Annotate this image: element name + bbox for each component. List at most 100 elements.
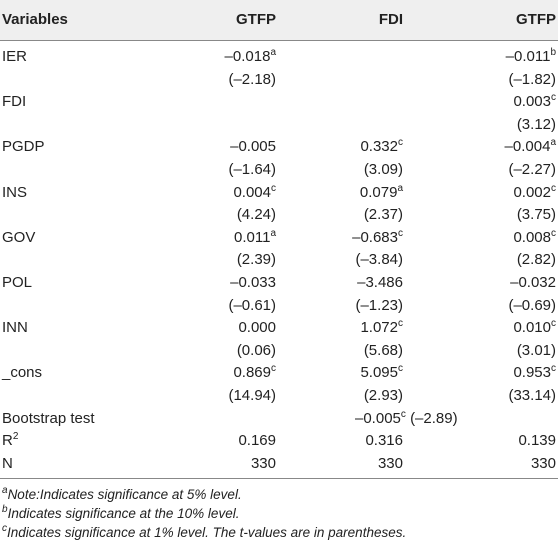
t-value: (2.39)	[236, 251, 276, 269]
t-cell: (14.94)	[228, 386, 276, 406]
row-label-text: N	[2, 454, 13, 472]
t-value: (5.68)	[363, 341, 403, 359]
t-value: (2.82)	[516, 251, 556, 269]
coef-cell: –0.004a	[505, 137, 556, 157]
coef-value: –0.032	[510, 274, 556, 291]
t-value: (3.01)	[516, 341, 556, 359]
row-label: INS	[2, 183, 27, 203]
t-value: (–1.82)	[508, 70, 556, 88]
t-cell: (–1.82)	[508, 70, 556, 90]
significance-mark: c	[400, 408, 406, 420]
note-text: Indicates significance at 1% level. The …	[7, 525, 407, 541]
coef-cell: –0.033	[230, 273, 276, 293]
coef-value: 0.000	[238, 319, 276, 337]
t-value: (2.93)	[363, 387, 403, 404]
significance-mark: c	[551, 227, 556, 239]
t-value: (–2.89)	[410, 409, 458, 427]
t-value: (4.24)	[236, 206, 276, 224]
t-cell: (3.01)	[517, 341, 556, 361]
coef-cell: 1.072c	[360, 318, 403, 338]
table-note: bIndicates significance at the 10% level…	[2, 505, 239, 523]
coef-cell: 0.008c	[513, 228, 556, 248]
header-cell: GTFP	[236, 10, 276, 30]
t-cell: (5.68)	[364, 341, 403, 361]
coef-value: 330	[377, 454, 403, 472]
t-value: (3.12)	[516, 115, 556, 133]
header-text: Variables	[2, 11, 68, 28]
row-label-text: PGDP	[2, 138, 45, 156]
significance-mark: c	[551, 363, 556, 375]
row-label-text: POL	[2, 274, 33, 291]
header-text: GTFP	[516, 11, 556, 28]
row-label-text: FDI	[2, 93, 27, 111]
coef-value: 330	[530, 454, 556, 472]
coef-cell: 0.000	[238, 318, 276, 338]
coef-cell: –0.005	[230, 137, 276, 157]
t-value: (0.06)	[236, 341, 276, 359]
coef-value: 0.953	[513, 364, 551, 382]
coef-cell: 0.079a	[360, 183, 403, 203]
coef-value: –0.018	[224, 48, 271, 65]
row-label-text: INS	[2, 183, 28, 201]
label-superscript: 2	[12, 431, 19, 443]
significance-mark: b	[550, 47, 556, 58]
t-value: (–0.69)	[508, 296, 556, 314]
t-cell: (2.39)	[237, 250, 276, 270]
significance-mark: a	[270, 47, 276, 58]
row-label: IER	[2, 47, 27, 67]
note-text: Note:Indicates significance at 5% level.	[7, 487, 242, 503]
coef-value: 0.169	[238, 432, 276, 450]
t-value: (3.09)	[363, 161, 403, 178]
significance-mark: c	[398, 137, 403, 149]
t-cell: (–1.23)	[355, 296, 403, 316]
row-label-text: INN	[2, 319, 28, 337]
coef-cell: 330	[378, 454, 403, 474]
header-background	[0, 0, 558, 40]
header-text: GTFP	[236, 11, 276, 28]
coef-value: –0.011	[505, 48, 551, 65]
coef-cell: –0.683c	[352, 228, 403, 248]
coef-value: 0.011	[234, 228, 271, 246]
coef-cell: 0.002c	[513, 183, 556, 203]
coef-value: –0.005	[230, 138, 276, 156]
coef-value: –0.004	[504, 138, 551, 156]
t-cell: (–1.64)	[228, 160, 276, 180]
coef-value: 0.139	[518, 432, 556, 450]
t-value: (14.94)	[228, 387, 276, 404]
header-text: FDI	[378, 11, 403, 28]
coef-cell: –0.032	[510, 273, 556, 293]
t-cell: (–0.61)	[228, 296, 276, 316]
significance-mark: a	[397, 182, 403, 194]
note-text: Indicates significance at the 10% level.	[7, 506, 240, 522]
significance-mark: c	[398, 318, 403, 330]
row-label: FDI	[2, 92, 26, 112]
coef-cell: 0.011a	[234, 228, 276, 248]
coef-cell: –0.018a	[225, 47, 276, 67]
significance-mark: c	[551, 318, 556, 330]
t-value: (2.37)	[363, 206, 403, 224]
significance-mark: c	[271, 182, 276, 194]
significance-mark: c	[551, 182, 556, 194]
t-cell: (–0.69)	[508, 296, 556, 316]
t-value: (–1.64)	[228, 161, 276, 178]
significance-mark: a	[550, 137, 556, 149]
coef-value: 0.010	[513, 319, 551, 337]
row-label: INN	[2, 318, 28, 338]
coef-cell: 0.316	[365, 431, 403, 451]
coef-value: –3.486	[357, 274, 403, 291]
coef-cell: –3.486	[357, 273, 403, 293]
coef-value: –0.033	[230, 274, 276, 291]
t-cell: (2.37)	[364, 205, 403, 225]
note-mark: b	[2, 504, 8, 516]
coef-value: 0.079	[359, 183, 398, 201]
row-label: GOV	[2, 228, 35, 248]
coef-cell: 330	[251, 454, 276, 474]
significance-mark: c	[271, 363, 276, 375]
coef-cell: 0.139	[518, 431, 556, 451]
t-value: (–2.27)	[508, 161, 556, 178]
significance-mark: c	[551, 92, 556, 104]
t-cell: (–2.27)	[508, 160, 556, 180]
row-label: N	[2, 454, 13, 474]
row-label-text: GOV	[2, 228, 36, 246]
